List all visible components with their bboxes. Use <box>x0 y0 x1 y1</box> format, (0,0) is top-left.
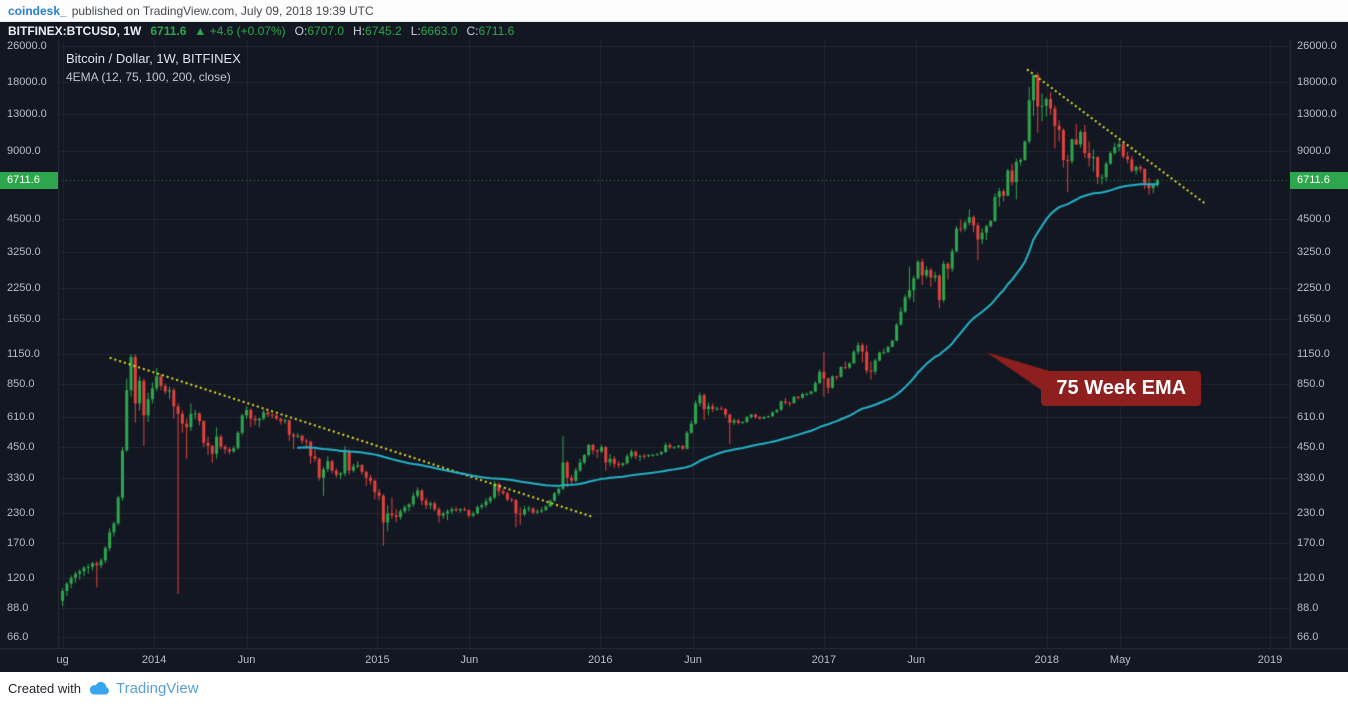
time-tick-label: Jun <box>684 654 702 666</box>
right-price-axis[interactable]: 26000.0 18000.0 13000.0 9000.0 4500.0 3250.0 2… <box>1290 40 1348 648</box>
ema-annotation[interactable]: 75 Week EMA <box>1041 371 1202 407</box>
price-chart-canvas[interactable] <box>0 40 1348 672</box>
high-value: H:6745.2 <box>353 24 402 38</box>
price-tick-label: 18000.0 <box>7 76 47 89</box>
time-tick-label: 2016 <box>587 654 613 666</box>
close-label: C: <box>466 24 479 38</box>
price-tick-label: 1650.0 <box>7 312 41 325</box>
open-number: 6707.0 <box>307 24 345 38</box>
price-tick-label: 4500.0 <box>7 213 41 226</box>
time-tick-label: 2017 <box>811 654 837 666</box>
tradingview-logo-icon[interactable] <box>89 681 110 695</box>
price-tick-label: 330.0 <box>7 471 35 484</box>
time-tick-label: 2019 <box>1257 654 1283 666</box>
low-label: L: <box>410 24 421 38</box>
last-price-value: 6711.6 <box>150 24 187 38</box>
price-tick-label: 9000.0 <box>7 144 41 157</box>
time-tick-label: 2014 <box>141 654 167 666</box>
price-tick-label: 230.0 <box>1297 507 1325 520</box>
chart-area: Bitcoin / Dollar, 1W, BITFINEX 4EMA (12,… <box>0 40 1348 672</box>
price-tick-label: 26000.0 <box>1297 39 1337 52</box>
last-price-badge-right: 6711.6 <box>1290 171 1348 189</box>
price-tick-label: 610.0 <box>1297 410 1325 423</box>
price-tick-label: 450.0 <box>1297 441 1325 454</box>
price-tick-label: 850.0 <box>7 378 35 391</box>
price-tick-label: 18000.0 <box>1297 76 1337 89</box>
price-tick-label: 120.0 <box>7 571 35 584</box>
price-tick-label: 88.0 <box>1297 602 1319 615</box>
price-tick-label: 850.0 <box>1297 378 1325 391</box>
price-tick-label: 3250.0 <box>1297 245 1331 258</box>
price-tick-label: 3250.0 <box>7 245 41 258</box>
price-tick-label: 450.0 <box>7 441 35 454</box>
author-link[interactable]: coindesk_ <box>8 3 67 18</box>
price-tick-label: 2250.0 <box>7 281 41 294</box>
published-text: published on TradingView.com, July 09, 2… <box>71 3 374 18</box>
price-tick-label: 1650.0 <box>1297 312 1331 325</box>
price-tick-label: 230.0 <box>7 507 35 520</box>
time-tick-label: 2015 <box>365 654 390 666</box>
price-tick-label: 13000.0 <box>7 108 47 121</box>
top-bar: coindesk_ published on TradingView.com, … <box>0 0 1348 22</box>
time-tick-label: May <box>1109 654 1131 666</box>
price-tick-label: 4500.0 <box>1297 213 1331 226</box>
high-label: H: <box>353 24 366 38</box>
tradingview-brand-link[interactable]: TradingView <box>115 679 199 697</box>
price-tick-label: 120.0 <box>1297 571 1325 584</box>
price-tick-label: 1150.0 <box>1297 348 1330 361</box>
price-tick-label: 610.0 <box>7 410 35 423</box>
price-tick-label: 2250.0 <box>1297 281 1331 294</box>
price-tick-label: 13000.0 <box>1297 108 1337 121</box>
footer: Created with TradingView <box>0 672 1348 704</box>
high-number: 6745.2 <box>365 24 402 38</box>
price-tick-label: 9000.0 <box>1297 144 1331 157</box>
ticker-bar: BITFINEX:BTCUSD, 1W 6711.6 ▲ +4.6 (+0.07… <box>0 22 1348 40</box>
last-price-badge-left: 6711.6 <box>0 171 58 189</box>
price-tick-label: 170.0 <box>7 537 35 550</box>
time-tick-label: Jun <box>907 654 926 666</box>
price-tick-label: 66.0 <box>7 630 29 643</box>
close-value: C:6711.6 <box>466 24 514 38</box>
price-change-value: ▲ +4.6 (+0.07%) <box>194 24 286 38</box>
symbol-link[interactable]: BITFINEX:BTCUSD, 1W <box>8 24 142 38</box>
price-tick-label: 330.0 <box>1297 471 1325 484</box>
price-tick-label: 66.0 <box>1297 630 1319 643</box>
low-number: 6663.0 <box>420 24 458 38</box>
open-label: O: <box>294 24 308 38</box>
price-tick-label: 170.0 <box>1297 537 1325 550</box>
low-value: L:6663.0 <box>411 24 458 38</box>
time-axis[interactable]: ug 2014 Jun 2015 Jun 2016 Jun 2017 Jun 2018 May 201… <box>0 648 1348 672</box>
left-price-axis[interactable]: 26000.0 18000.0 13000.0 9000.0 4500.0 3250.0 2… <box>0 40 58 648</box>
time-tick-label: Jun <box>460 654 479 666</box>
time-tick-label: Jun <box>237 654 256 666</box>
price-tick-label: 1150.0 <box>7 348 40 361</box>
close-number: 6711.6 <box>478 24 515 38</box>
price-tick-label: 26000.0 <box>7 39 47 52</box>
time-tick-label: 2018 <box>1034 654 1059 666</box>
price-tick-label: 88.0 <box>7 602 29 615</box>
open-value: O:6707.0 <box>295 24 344 38</box>
created-with-text: Created with <box>8 680 81 696</box>
time-tick-label: ug <box>56 654 69 666</box>
